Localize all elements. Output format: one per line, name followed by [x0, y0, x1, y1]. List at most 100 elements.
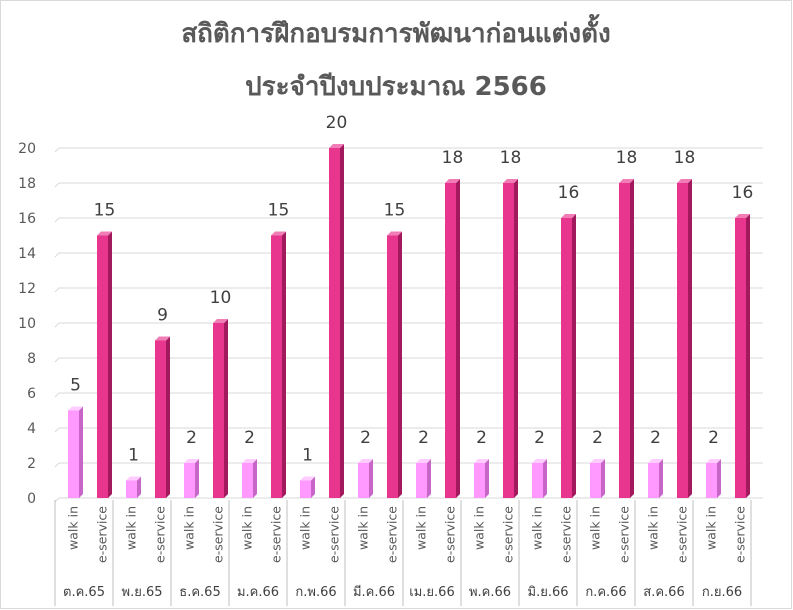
- sub-category-label-e-service: e-service: [617, 506, 632, 563]
- gridlines: [54, 147, 763, 503]
- bar-front: [358, 463, 369, 498]
- bar-walk-in-9: [590, 459, 605, 498]
- bar-side: [398, 231, 402, 498]
- y-tick-label: 12: [18, 281, 36, 297]
- month-label: ก.ย.66: [702, 585, 742, 600]
- bar-walk-in-7: [474, 459, 489, 498]
- sub-category-label-walk-in: walk in: [240, 506, 255, 550]
- bar-front: [416, 463, 427, 498]
- sub-category-label-e-service: e-service: [153, 506, 168, 563]
- gridline: [54, 427, 763, 433]
- gridline: [54, 287, 763, 293]
- data-label-walk-in-0: 5: [70, 376, 81, 396]
- bar-e-service-9: [619, 179, 634, 498]
- bars: [68, 144, 750, 498]
- y-tick-label: 10: [18, 316, 36, 332]
- bar-front: [68, 410, 79, 498]
- y-tick-label: 4: [27, 421, 36, 437]
- bar-top: [474, 459, 489, 463]
- bar-e-service-10: [677, 179, 692, 498]
- y-tick-label: 20: [18, 141, 36, 157]
- gridline: [54, 497, 763, 503]
- gridline: [54, 217, 763, 223]
- sub-category-labels: walk in walk in walk in walk in walk in walk …: [66, 506, 748, 563]
- bar-top: [271, 231, 286, 236]
- bar-side: [717, 459, 721, 498]
- bar-front: [590, 463, 601, 498]
- bar-walk-in-2: [184, 459, 199, 498]
- bar-walk-in-6: [416, 459, 431, 498]
- bar-top: [184, 459, 199, 463]
- bar-walk-in-0: [68, 406, 83, 498]
- bar-side: [137, 476, 141, 498]
- bar-top: [242, 459, 257, 463]
- bar-side: [746, 214, 750, 498]
- bar-top: [213, 319, 228, 323]
- data-label-walk-in-11: 2: [708, 428, 719, 448]
- bar-e-service-5: [387, 231, 402, 498]
- bar-e-service-8: [561, 214, 576, 498]
- bar-side: [688, 179, 692, 498]
- bar-front: [677, 183, 688, 498]
- gridline: [54, 182, 763, 188]
- bar-side: [282, 231, 286, 498]
- bar-walk-in-4: [300, 476, 315, 498]
- sub-category-label-walk-in: walk in: [66, 506, 81, 550]
- bar-front: [97, 235, 108, 498]
- bar-walk-in-1: [126, 476, 141, 498]
- bar-e-service-1: [155, 336, 170, 498]
- bar-top: [387, 231, 402, 236]
- bar-front: [648, 463, 659, 498]
- sub-category-label-e-service: e-service: [327, 506, 342, 563]
- bar-walk-in-8: [532, 459, 547, 498]
- month-label: ต.ค.65: [63, 585, 105, 600]
- sub-category-label-e-service: e-service: [559, 506, 574, 563]
- month-labels: ต.ค.65 พ.ย.65 ธ.ค.65 ม.ค.66 ก.พ.66 มี.ค.66 เม.…: [63, 584, 742, 600]
- data-label-walk-in-4: 1: [302, 446, 313, 466]
- data-label-walk-in-8: 2: [534, 428, 545, 448]
- data-label-e-service-6: 18: [442, 148, 464, 168]
- data-label-e-service-2: 10: [210, 288, 232, 308]
- gridline: [54, 322, 763, 328]
- gridline: [54, 357, 763, 363]
- gridline: [54, 252, 763, 258]
- sub-category-label-walk-in: walk in: [124, 506, 139, 550]
- bar-top: [561, 214, 576, 218]
- bar-top: [677, 179, 692, 183]
- bar-top: [68, 406, 83, 411]
- month-label: ก.ค.66: [585, 585, 626, 600]
- bar-side: [543, 459, 547, 498]
- sub-category-label-walk-in: walk in: [472, 506, 487, 550]
- data-labels: 5 1 2 2 1 2 2 2 2 2 2 2 15 9 10 15 20 15 18 18 16 18 18 16: [70, 113, 753, 466]
- bar-e-service-7: [503, 179, 518, 498]
- month-label: ก.พ.66: [295, 585, 336, 600]
- month-label: มี.ค.66: [353, 584, 395, 600]
- bar-front: [474, 463, 485, 498]
- bar-side: [601, 459, 605, 498]
- data-label-walk-in-7: 2: [476, 428, 487, 448]
- chart-subtitle: ประจำปีงบประมาณ 2566: [245, 72, 547, 102]
- sub-category-label-walk-in: walk in: [588, 506, 603, 550]
- y-tick-label: 14: [18, 246, 36, 262]
- bar-top: [358, 459, 373, 463]
- bar-top: [503, 179, 518, 183]
- bar-front: [503, 183, 514, 498]
- bar-top: [329, 144, 344, 148]
- month-label: ม.ค.66: [237, 585, 279, 600]
- bar-e-service-0: [97, 231, 112, 498]
- bar-top: [735, 214, 750, 218]
- data-label-walk-in-9: 2: [592, 428, 603, 448]
- bar-top: [590, 459, 605, 463]
- sub-category-label-walk-in: walk in: [530, 506, 545, 550]
- bar-side: [572, 214, 576, 498]
- bar-front: [242, 463, 253, 498]
- bar-front: [126, 480, 137, 498]
- bar-side: [224, 319, 228, 498]
- month-label: พ.ค.66: [469, 585, 511, 600]
- sub-category-label-e-service: e-service: [211, 506, 226, 563]
- bar-walk-in-5: [358, 459, 373, 498]
- y-tick-label: 18: [18, 176, 36, 192]
- bar-side: [427, 459, 431, 498]
- bar-front: [329, 148, 340, 498]
